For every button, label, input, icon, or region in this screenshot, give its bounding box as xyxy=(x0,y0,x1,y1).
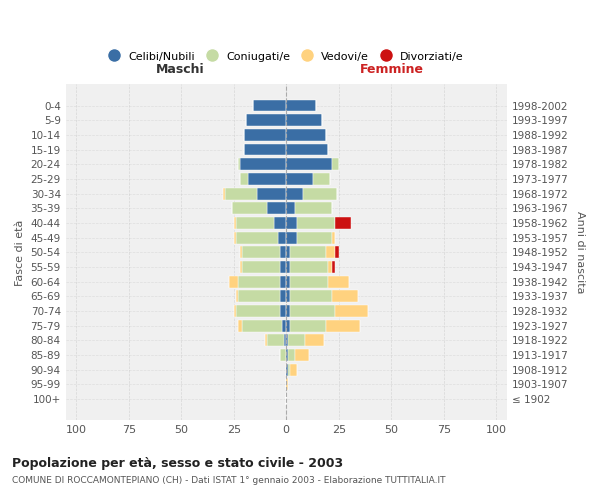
Bar xyxy=(265,334,267,346)
Bar xyxy=(332,232,335,243)
Bar xyxy=(286,290,290,302)
Bar xyxy=(282,320,286,332)
Bar xyxy=(240,261,242,273)
Bar xyxy=(328,276,349,287)
Bar xyxy=(286,144,328,156)
Bar xyxy=(286,114,322,126)
Text: Popolazione per età, sesso e stato civile - 2003: Popolazione per età, sesso e stato civil… xyxy=(12,458,343,470)
Bar xyxy=(238,276,280,287)
Bar xyxy=(225,188,257,200)
Bar xyxy=(296,217,335,229)
Bar xyxy=(238,158,240,170)
Bar xyxy=(244,129,286,141)
Bar xyxy=(305,334,324,346)
Legend: Celibi/Nubili, Coniugati/e, Vedovi/e, Divorziati/e: Celibi/Nubili, Coniugati/e, Vedovi/e, Di… xyxy=(104,46,469,66)
Bar xyxy=(233,305,236,317)
Bar xyxy=(295,202,332,214)
Bar xyxy=(288,334,305,346)
Bar xyxy=(286,349,288,361)
Bar xyxy=(286,202,295,214)
Bar xyxy=(335,217,352,229)
Bar xyxy=(242,320,282,332)
Bar xyxy=(313,173,331,185)
Text: Maschi: Maschi xyxy=(156,63,205,76)
Bar xyxy=(240,158,286,170)
Bar xyxy=(332,290,358,302)
Bar xyxy=(290,305,335,317)
Bar xyxy=(246,114,286,126)
Bar xyxy=(257,188,286,200)
Text: Femmine: Femmine xyxy=(360,63,424,76)
Bar xyxy=(267,202,286,214)
Bar xyxy=(267,334,284,346)
Bar xyxy=(280,305,286,317)
Bar xyxy=(280,246,286,258)
Bar xyxy=(295,349,309,361)
Bar xyxy=(233,232,236,243)
Bar xyxy=(286,188,303,200)
Bar xyxy=(286,334,288,346)
Bar xyxy=(296,232,332,243)
Bar xyxy=(280,261,286,273)
Bar xyxy=(236,290,238,302)
Bar xyxy=(280,276,286,287)
Bar xyxy=(236,232,278,243)
Bar xyxy=(286,173,313,185)
Bar xyxy=(303,188,337,200)
Bar xyxy=(233,217,236,229)
Bar xyxy=(274,217,286,229)
Bar xyxy=(335,246,339,258)
Bar xyxy=(326,320,360,332)
Bar xyxy=(286,305,290,317)
Bar xyxy=(290,246,326,258)
Bar xyxy=(335,305,368,317)
Bar xyxy=(236,217,274,229)
Y-axis label: Fasce di età: Fasce di età xyxy=(15,219,25,286)
Bar xyxy=(284,334,286,346)
Bar xyxy=(238,290,280,302)
Bar xyxy=(280,290,286,302)
Bar xyxy=(290,290,332,302)
Bar xyxy=(326,246,335,258)
Bar xyxy=(240,173,248,185)
Bar xyxy=(290,261,328,273)
Bar xyxy=(280,349,286,361)
Bar xyxy=(286,261,290,273)
Bar xyxy=(286,246,290,258)
Bar xyxy=(278,232,286,243)
Bar xyxy=(242,246,280,258)
Bar xyxy=(244,144,286,156)
Text: COMUNE DI ROCCAMONTEPIANO (CH) - Dati ISTAT 1° gennaio 2003 - Elaborazione TUTTI: COMUNE DI ROCCAMONTEPIANO (CH) - Dati IS… xyxy=(12,476,445,485)
Bar xyxy=(286,129,326,141)
Bar xyxy=(290,276,328,287)
Bar xyxy=(242,261,280,273)
Bar xyxy=(288,364,290,376)
Bar xyxy=(286,232,296,243)
Bar xyxy=(232,202,267,214)
Bar xyxy=(286,100,316,112)
Bar xyxy=(253,100,286,112)
Bar xyxy=(286,158,332,170)
Bar xyxy=(288,349,295,361)
Bar xyxy=(286,364,288,376)
Bar xyxy=(286,320,290,332)
Bar xyxy=(286,276,290,287)
Bar xyxy=(240,246,242,258)
Bar xyxy=(328,261,332,273)
Bar xyxy=(286,217,296,229)
Bar xyxy=(238,320,242,332)
Bar xyxy=(223,188,225,200)
Bar xyxy=(332,261,335,273)
Y-axis label: Anni di nascita: Anni di nascita xyxy=(575,211,585,294)
Bar xyxy=(229,276,238,287)
Bar xyxy=(332,158,339,170)
Bar xyxy=(236,305,280,317)
Bar xyxy=(290,320,326,332)
Bar xyxy=(286,378,288,390)
Bar xyxy=(248,173,286,185)
Bar xyxy=(290,364,296,376)
